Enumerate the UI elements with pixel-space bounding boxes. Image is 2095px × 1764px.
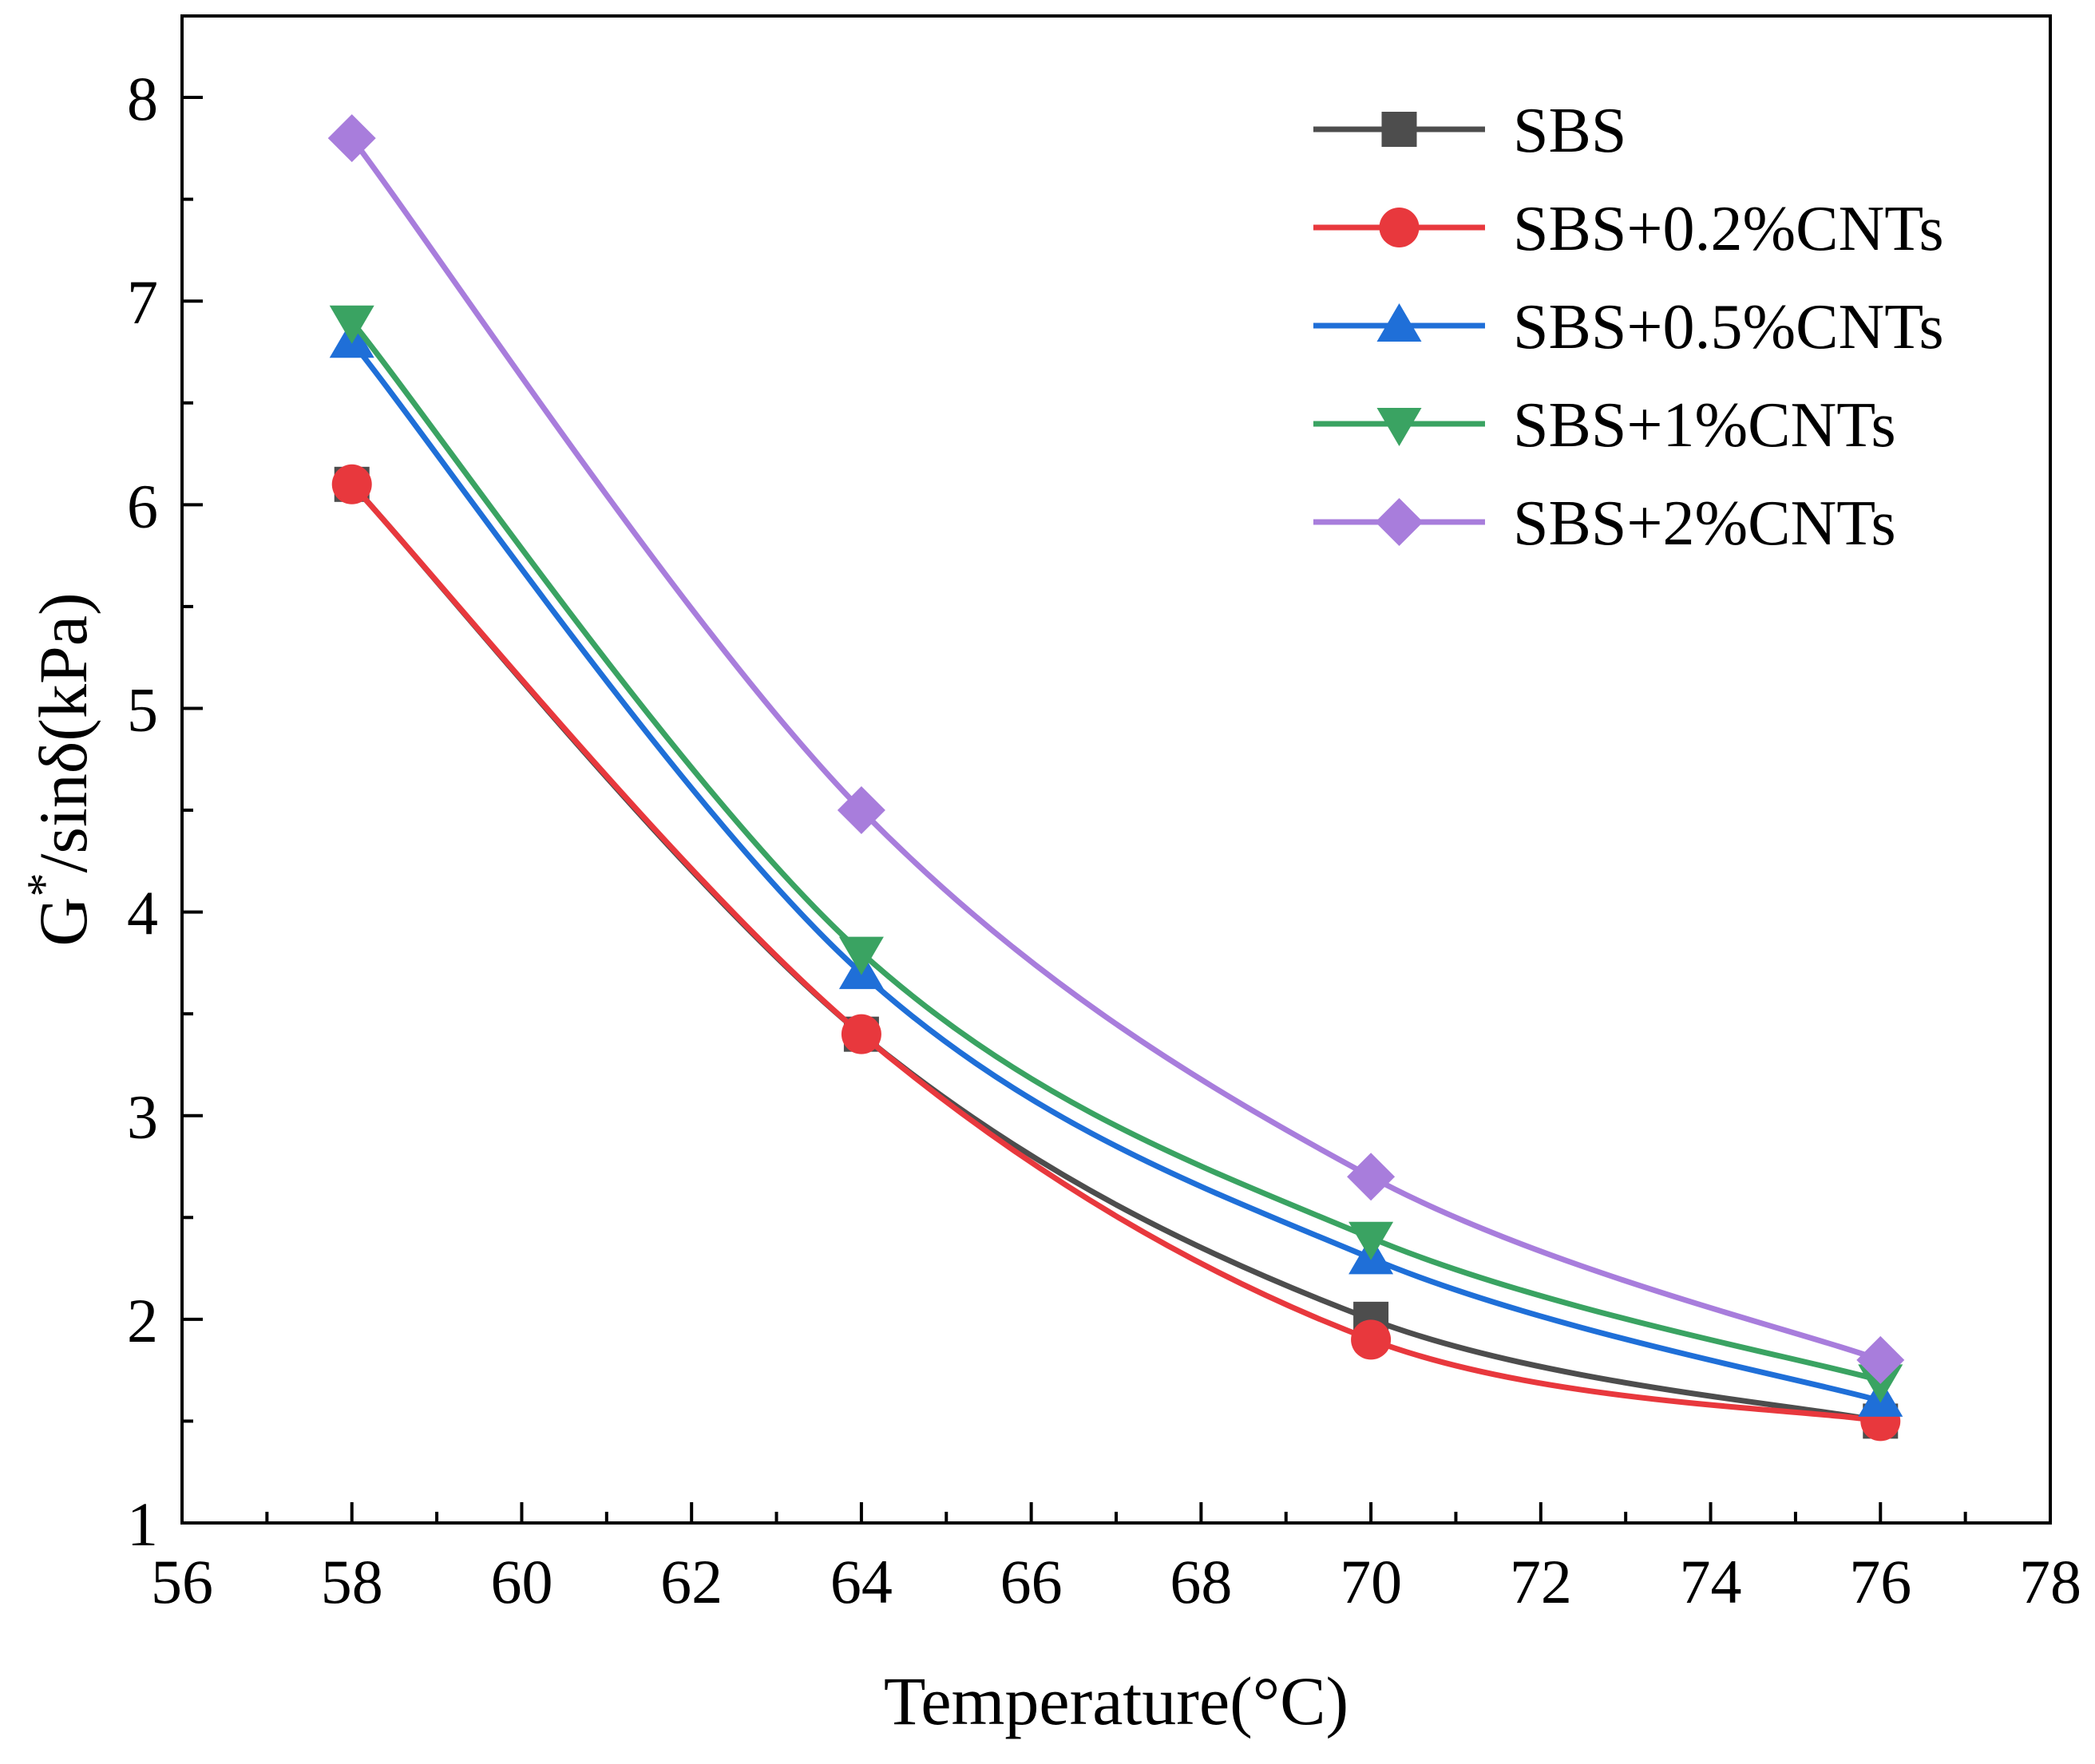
y-tick-label: 2 xyxy=(127,1286,158,1355)
data-point xyxy=(331,464,372,504)
legend-item: SBS+0.2%CNTs xyxy=(1313,194,1944,264)
y-tick-label: 5 xyxy=(127,674,158,744)
legend: SBS SBS+0.2%CNTs SBS+0.5%CNTs SBS+1%CNTs SBS… xyxy=(1313,96,1944,559)
data-point xyxy=(1347,1153,1396,1201)
series-line xyxy=(349,136,1882,1363)
y-tick-label: 6 xyxy=(127,471,158,540)
x-tick-label: 66 xyxy=(1000,1547,1063,1616)
y-tick-label: 3 xyxy=(127,1082,158,1152)
legend-label: SBS+1%CNTs xyxy=(1513,390,1896,461)
legend-marker xyxy=(1376,408,1422,446)
series-line xyxy=(350,482,1881,1424)
data-point xyxy=(838,936,884,975)
legend-marker xyxy=(1381,112,1417,147)
x-tick-label: 74 xyxy=(1680,1547,1742,1616)
x-tick-label: 58 xyxy=(321,1547,383,1616)
series-SBS+0.5%CNTs xyxy=(329,319,1903,1417)
legend-item: SBS+1%CNTs xyxy=(1313,390,1896,461)
y-tick-label: 8 xyxy=(127,64,158,133)
x-tick-label: 60 xyxy=(490,1547,552,1616)
series-SBS+2%CNTs xyxy=(327,114,1905,1384)
series-line xyxy=(350,340,1882,1404)
x-axis-title: Temperature(°C) xyxy=(884,1663,1348,1739)
legend-label: SBS xyxy=(1513,96,1626,166)
y-tick-label: 7 xyxy=(127,267,158,337)
series-group xyxy=(327,114,1905,1442)
data-point xyxy=(327,114,376,163)
data-point xyxy=(841,1014,881,1054)
x-tick-label: 68 xyxy=(1170,1547,1232,1616)
legend-marker xyxy=(1375,498,1424,546)
legend-item: SBS+2%CNTs xyxy=(1313,488,1896,559)
x-tick-label: 72 xyxy=(1510,1547,1572,1616)
y-tick-label: 1 xyxy=(127,1489,158,1559)
data-point xyxy=(837,786,885,835)
legend-marker xyxy=(1379,208,1420,247)
legend-label: SBS+0.2%CNTs xyxy=(1513,194,1944,264)
legend-item: SBS xyxy=(1313,96,1626,166)
legend-marker xyxy=(1376,303,1422,342)
y-axis-title: G*/sinδ(kPa) xyxy=(18,592,101,946)
y-tick-label: 4 xyxy=(127,879,158,948)
y-axis-title-sup: * xyxy=(18,872,70,896)
x-tick-label: 78 xyxy=(2019,1547,2081,1616)
y-axis-title-main: G xyxy=(25,896,101,946)
x-tick-label: 56 xyxy=(151,1547,213,1616)
x-tick-label: 76 xyxy=(1849,1547,1911,1616)
x-tick-label: 62 xyxy=(660,1547,723,1616)
data-point xyxy=(329,305,374,344)
data-point xyxy=(1856,1335,1905,1384)
legend-item: SBS+0.5%CNTs xyxy=(1313,292,1944,362)
legend-label: SBS+0.5%CNTs xyxy=(1513,292,1944,362)
data-point xyxy=(1348,1221,1394,1260)
series-line xyxy=(350,319,1882,1383)
y-axis-title-rest: /sinδ(kPa) xyxy=(25,592,101,872)
data-point xyxy=(1351,1319,1392,1360)
series-SBS+1%CNTs xyxy=(329,305,1903,1403)
legend-label: SBS+2%CNTs xyxy=(1513,488,1896,559)
plot-frame xyxy=(180,14,2052,1525)
x-tick-label: 70 xyxy=(1340,1547,1402,1616)
x-tick-label: 64 xyxy=(830,1547,893,1616)
